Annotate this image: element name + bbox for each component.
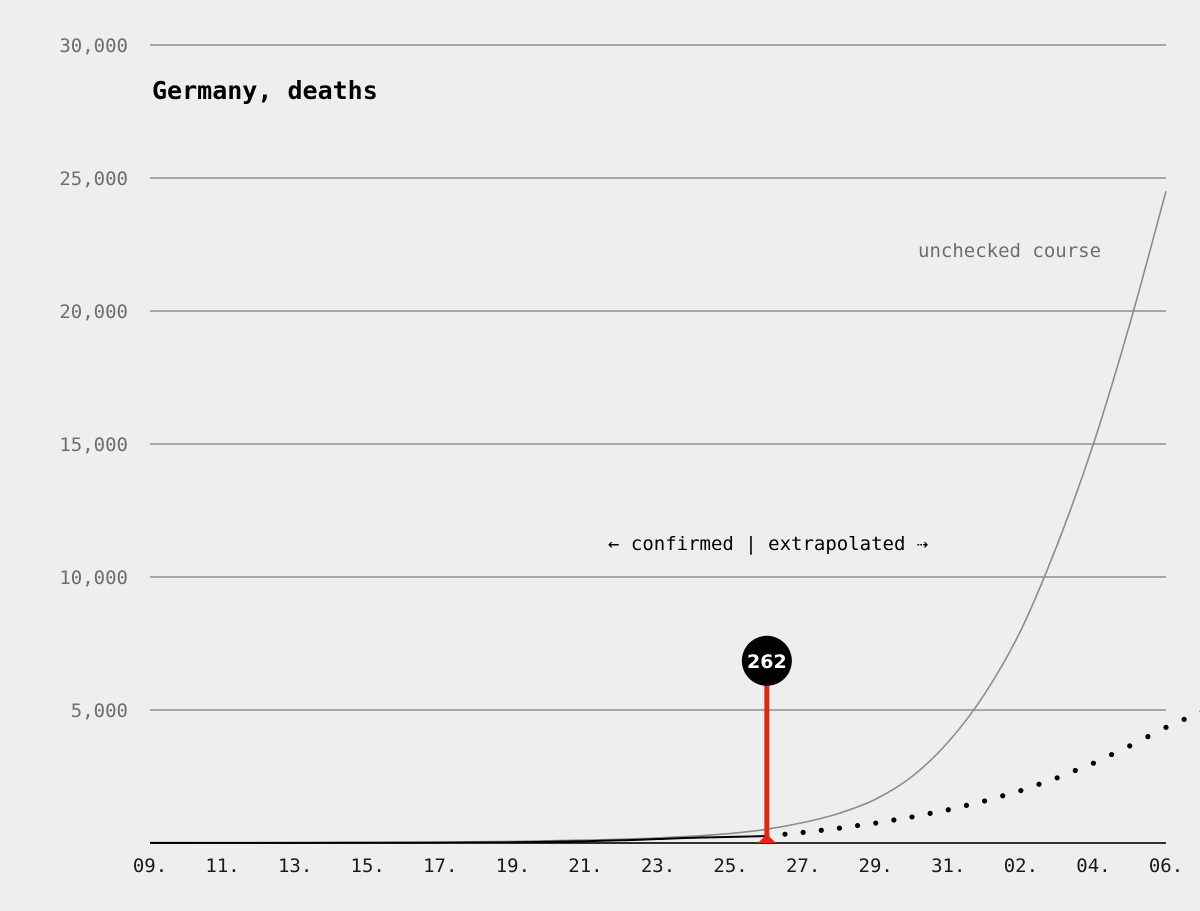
x-tick-label: 04.: [1076, 855, 1110, 877]
marker-bubble: [741, 635, 792, 686]
extrapolated-point: [909, 814, 915, 820]
x-tick-label: 09.: [133, 855, 167, 877]
marker-value-label: 262: [747, 651, 787, 673]
extrapolated-point: [1145, 734, 1151, 740]
grid-lines: [150, 44, 1166, 844]
x-tick-label: 21.: [568, 855, 602, 877]
extrapolated-point: [854, 822, 861, 829]
extrapolated-point: [1127, 743, 1133, 749]
extrapolated-point: [981, 798, 988, 804]
extrapolated-point: [800, 829, 806, 835]
extrapolated-point: [818, 827, 824, 833]
y-tick-label: 10,000: [59, 567, 128, 589]
extrapolated-point: [1108, 751, 1115, 758]
x-tick-label: 25.: [713, 855, 747, 877]
y-tick-label: 15,000: [59, 434, 128, 456]
x-tick-label: 02.: [1004, 855, 1038, 877]
marker-base: [757, 834, 776, 843]
x-tick-label: 17.: [423, 855, 457, 877]
extrapolated-point: [1054, 775, 1060, 781]
unchecked-course-line: [149, 191, 1167, 844]
y-tick-label: 20,000: [59, 301, 128, 323]
extrapolated-point: [945, 807, 951, 813]
marker-layer: 262: [741, 635, 792, 843]
extrapolated-point: [1181, 716, 1187, 722]
x-tick-label: 06.: [1149, 855, 1183, 877]
extrapolated-point: [927, 810, 933, 816]
y-tick-label: 5,000: [71, 700, 128, 722]
x-tick-label: 23.: [641, 855, 675, 877]
extrapolated-point: [963, 802, 970, 808]
y-tick-label: 25,000: [59, 168, 128, 190]
extrapolated-point: [891, 817, 897, 823]
extrapolated-point: [1072, 767, 1078, 774]
extrapolated-point: [1018, 787, 1024, 794]
extrapolated-point: [1163, 724, 1169, 730]
extrapolated-point: [1090, 760, 1097, 766]
x-tick-label: 19.: [496, 855, 530, 877]
extrapolated-point: [873, 820, 879, 826]
y-tick-label: 30,000: [59, 35, 128, 57]
x-tick-label: 27.: [786, 855, 820, 877]
x-tick-label: 11.: [205, 855, 239, 877]
x-tick-label: 31.: [931, 855, 965, 877]
x-tick-label: 15.: [351, 855, 385, 877]
extrapolated-point: [782, 831, 788, 837]
chart-title: Germany, deaths: [152, 76, 378, 105]
x-axis-ticks: 09. 11. 13. 15. 17. 19. 21. 23. 25. 27. 29. 31. 02. 0…: [133, 855, 1183, 877]
series-layer: [149, 191, 1200, 844]
x-tick-label: 29.: [859, 855, 893, 877]
extrapolated-point: [1000, 793, 1006, 799]
extrapolated-point: [1036, 781, 1042, 787]
unchecked-course-label: unchecked course: [918, 240, 1101, 262]
confirmed-extrapolated-label: ← confirmed | extrapolated ⇢: [608, 533, 928, 555]
extrapolated-point: [836, 825, 843, 831]
x-tick-label: 13.: [278, 855, 312, 877]
y-axis-ticks: 5,000 10,000 15,000 20,000 25,000 30,000: [59, 35, 128, 722]
